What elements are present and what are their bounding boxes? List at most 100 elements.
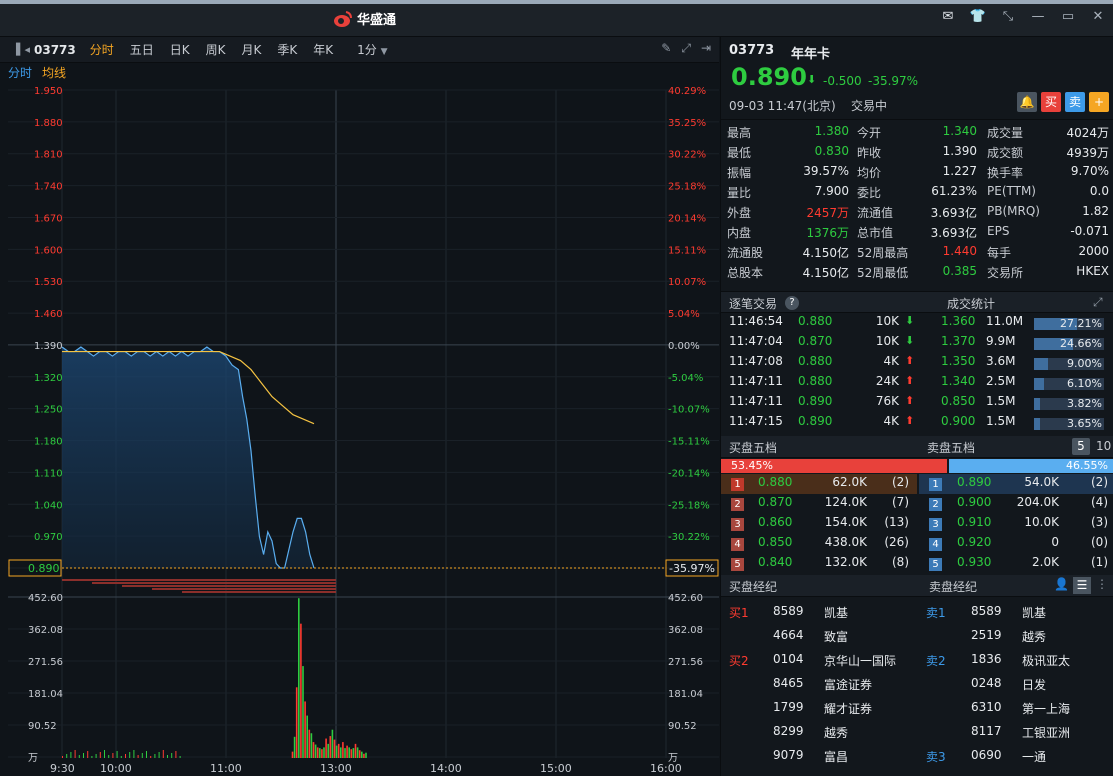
stat-volume: 3.6M xyxy=(986,354,1016,368)
volume-bar xyxy=(295,687,298,758)
maximize-icon[interactable]: ▭ xyxy=(1061,9,1075,24)
chart-area[interactable]: 1.950 40.29% 1.880 35.25% 1.810 30.22% 1.740 25… xyxy=(0,82,719,776)
volume-tick-label: 452.60 xyxy=(28,593,63,604)
help-icon[interactable]: ? xyxy=(785,296,799,310)
bid-row[interactable]: 3 0.860 154.0K (13) xyxy=(721,514,917,534)
stat-value: 4939万 xyxy=(1066,146,1109,160)
window-controls: ✉ 👕 ⤡ — ▭ ✕ xyxy=(939,9,1107,24)
ask-broker-row[interactable]: 卖3 0690 一通 xyxy=(919,744,1113,768)
tab-five-day[interactable]: 五日 xyxy=(129,43,154,57)
bid-broker-row[interactable]: 8465 富途证券 xyxy=(721,672,917,696)
stat-label: 总股本 xyxy=(727,266,764,280)
bid-broker-row[interactable]: 1799 耀才证券 xyxy=(721,696,917,720)
volume-bar xyxy=(312,742,315,758)
ask-row[interactable]: 3 0.910 10.0K (3) xyxy=(919,514,1113,534)
broker-tag: 买1 xyxy=(729,606,749,620)
period-select[interactable]: 1分 ▼ xyxy=(357,41,387,58)
fullscreen-icon[interactable]: ⤢ xyxy=(681,41,691,55)
ask-row[interactable]: 1 0.890 54.0K (2) xyxy=(919,474,1113,494)
bid-row[interactable]: 1 0.880 62.0K (2) xyxy=(721,474,917,494)
list-view-icon[interactable]: ☰ xyxy=(1073,577,1091,594)
depth-10-button[interactable]: 10 xyxy=(1096,439,1112,453)
volume-bar xyxy=(146,751,147,758)
stat-label: PB(MRQ) xyxy=(987,204,1040,218)
ask-broker-row[interactable]: 6310 第一上海 xyxy=(919,696,1113,720)
pencil-icon[interactable]: ✎ xyxy=(661,41,672,55)
ask-row[interactable]: 4 0.920 0 (0) xyxy=(919,534,1113,554)
bid-row[interactable]: 4 0.850 438.0K (26) xyxy=(721,534,917,554)
ask-broker-row[interactable]: 卖1 8589 凯基 xyxy=(919,600,1113,624)
volume-bar xyxy=(162,750,164,758)
stat-label: 52周最低 xyxy=(857,266,909,280)
stat-price: 1.350 xyxy=(941,354,976,368)
average-line xyxy=(62,350,315,425)
volume-tick-label: 181.04 xyxy=(28,689,63,700)
bid-row[interactable]: 2 0.870 124.0K (7) xyxy=(721,494,917,514)
tab-yearly-k[interactable]: 年K xyxy=(313,43,334,57)
depth-marker xyxy=(92,582,336,584)
bid-count: (2) xyxy=(892,475,909,489)
collapse-panel-icon[interactable]: ▌◂ xyxy=(16,43,30,56)
close-icon[interactable]: ✕ xyxy=(1092,9,1104,24)
volume-bar xyxy=(333,739,336,758)
tab-daily-k[interactable]: 日K xyxy=(169,43,190,57)
ask-ratio-label: 46.55% xyxy=(1066,459,1108,472)
volume-bar xyxy=(319,748,321,758)
bid-broker-row[interactable]: 9079 富昌 xyxy=(721,744,917,768)
shrink-icon[interactable]: ⤡ xyxy=(1002,9,1014,24)
depth-5-button[interactable]: 5 xyxy=(1072,438,1090,455)
bid-broker-row[interactable]: 买1 8589 凯基 xyxy=(721,600,917,624)
broker-id: 8589 xyxy=(971,604,1002,618)
ask-broker-row[interactable]: 卖2 1836 极讯亚太 xyxy=(919,648,1113,672)
minimize-icon[interactable]: — xyxy=(1031,9,1045,24)
sell-button[interactable]: 卖 xyxy=(1065,92,1085,112)
stat-label: 52周最高 xyxy=(857,246,909,260)
tab-monthly-k[interactable]: 月K xyxy=(241,43,262,57)
period-value: 1分 xyxy=(357,43,377,57)
quote-header: 03773 年年卡 0.890 ⬇ -0.500 -35.97% 09-03 1… xyxy=(721,37,1113,117)
ask-broker-row[interactable]: 0248 日发 xyxy=(919,672,1113,696)
ask-level: 2 xyxy=(929,498,942,511)
tab-volume-stats[interactable]: 成交统计 xyxy=(947,297,996,311)
ask-broker-row[interactable]: 8117 工银亚洲 xyxy=(919,720,1113,744)
intraday-chart[interactable]: 1.950 40.29% 1.880 35.25% 1.810 30.22% 1.740 25… xyxy=(0,82,719,776)
expand-right-icon[interactable]: ⇥ xyxy=(700,41,711,55)
stats-row: 总股本 4.150亿 52周最低 0.385 交易所 HKEX xyxy=(721,264,1113,284)
price-tick-label: 1.320 xyxy=(34,373,63,384)
stat-value: 9.70% xyxy=(1070,164,1109,178)
tab-weekly-k[interactable]: 周K xyxy=(205,43,226,57)
trade-price: 0.870 xyxy=(798,334,833,348)
ask-row[interactable]: 5 0.930 2.0K (1) xyxy=(919,554,1113,574)
stat-value: 1.390 xyxy=(942,144,977,158)
expand-icon[interactable]: ⤢ xyxy=(1093,295,1103,309)
depth-marker xyxy=(62,579,336,581)
bid-broker-row[interactable]: 4664 致富 xyxy=(721,624,917,648)
volume-tick-label: 271.56 xyxy=(28,657,63,668)
tab-tick-trades[interactable]: 逐笔交易 xyxy=(729,297,778,311)
alarm-button[interactable]: 🔔 xyxy=(1017,92,1037,112)
bid-count: (26) xyxy=(884,535,909,549)
bid-row[interactable]: 5 0.840 132.0K (8) xyxy=(721,554,917,574)
user-icon[interactable]: 👤 xyxy=(1054,577,1069,591)
add-watchlist-button[interactable]: + xyxy=(1089,92,1109,112)
bid-level: 3 xyxy=(731,518,744,531)
ask-row[interactable]: 2 0.900 204.0K (4) xyxy=(919,494,1113,514)
indicator-timeshare[interactable]: 分时 xyxy=(8,66,33,80)
ask-level: 5 xyxy=(929,558,942,571)
tab-quarterly-k[interactable]: 季K xyxy=(277,43,298,57)
mail-icon[interactable]: ✉ xyxy=(942,9,954,24)
volume-bar xyxy=(302,666,304,758)
indicator-average[interactable]: 均线 xyxy=(42,66,67,80)
skin-icon[interactable]: 👕 xyxy=(969,9,987,24)
bid-broker-row[interactable]: 买2 0104 京华山一国际 xyxy=(721,648,917,672)
stat-label: 振幅 xyxy=(727,166,752,180)
ask-broker-row[interactable]: 2519 越秀 xyxy=(919,624,1113,648)
toolbar-stock-code: 03773 xyxy=(34,42,76,57)
grid-view-icon[interactable]: ⋮⋮ xyxy=(1096,577,1113,591)
bid-broker-row[interactable]: 8299 越秀 xyxy=(721,720,917,744)
stat-volume: 2.5M xyxy=(986,374,1016,388)
tab-timeshare[interactable]: 分时 xyxy=(89,43,114,57)
price-tick-label: 1.390 xyxy=(34,341,63,352)
trade-row: 11:46:54 0.880 10K ⬇ 1.360 11.0M 27.21% xyxy=(721,314,1113,334)
buy-button[interactable]: 买 xyxy=(1041,92,1061,112)
